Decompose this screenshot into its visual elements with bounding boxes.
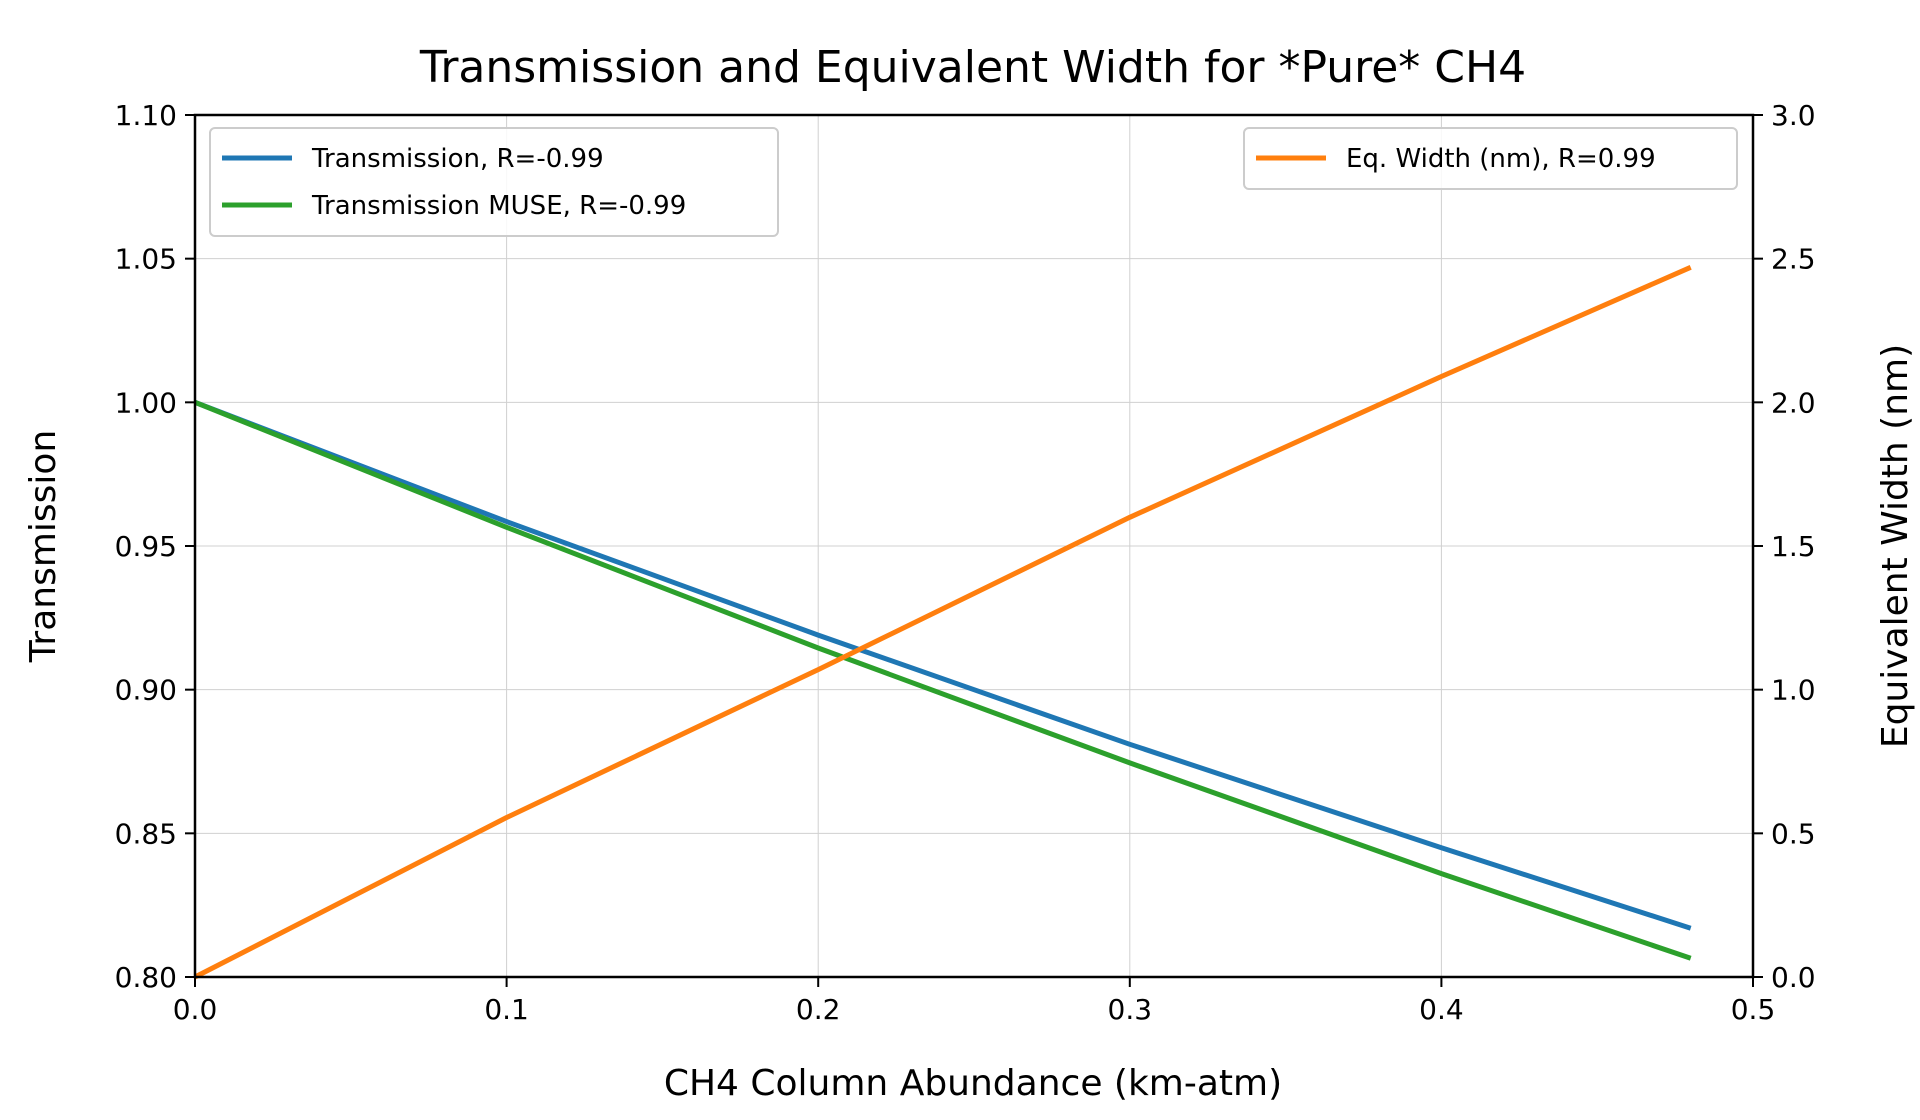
x-tick-label: 0.2 — [796, 993, 841, 1026]
legend-right: Eq. Width (nm), R=0.99 — [1243, 127, 1738, 190]
y2-tick-label: 1.5 — [1771, 530, 1816, 563]
y2-tick-label: 3.0 — [1771, 99, 1816, 132]
x-tick-label: 0.5 — [1731, 993, 1776, 1026]
legend-box — [1243, 127, 1738, 190]
series-lines — [193, 265, 1692, 980]
series-line-1 — [194, 399, 1692, 961]
y2-tick-label: 2.5 — [1771, 243, 1816, 276]
legend-label: Transmission, R=-0.99 — [311, 144, 604, 174]
y2-axis-label: Equivalent Width (nm) — [1875, 344, 1916, 748]
y-tick-label: 0.85 — [115, 817, 177, 850]
legend-left: Transmission, R=-0.99 Transmission MUSE, … — [209, 127, 779, 237]
y2-tick-label: 0.5 — [1771, 817, 1816, 850]
y-tick-label: 0.90 — [115, 674, 177, 707]
grid — [194, 114, 1754, 978]
y2-tick-label: 1.0 — [1771, 674, 1816, 707]
y2-tick-label: 2.0 — [1771, 386, 1816, 419]
series-line-0 — [194, 399, 1692, 931]
x-tick-label: 0.3 — [1108, 993, 1153, 1026]
axis-ticks: 0.0 0.1 0.2 0.3 0.4 0.5 0.80 0.85 0.90 0.95 1.00 1.… — [115, 99, 1816, 1026]
y-axis-label: Transmission — [23, 430, 64, 664]
legend-box — [209, 127, 779, 237]
series-line-2 — [193, 265, 1692, 980]
y-tick-label: 0.80 — [115, 961, 177, 994]
y-tick-label: 1.05 — [115, 243, 177, 276]
x-tick-label: 0.0 — [173, 993, 218, 1026]
x-tick-label: 0.1 — [484, 993, 529, 1026]
x-axis-label: CH4 Column Abundance (km-atm) — [664, 1063, 1282, 1104]
y-tick-label: 0.95 — [115, 530, 177, 563]
y2-tick-label: 0.0 — [1771, 961, 1816, 994]
legend-label: Transmission MUSE, R=-0.99 — [311, 191, 686, 221]
y-tick-label: 1.10 — [115, 99, 177, 132]
y-tick-label: 1.00 — [115, 386, 177, 419]
x-tick-label: 0.4 — [1419, 993, 1464, 1026]
legend-label: Eq. Width (nm), R=0.99 — [1346, 144, 1656, 174]
chart-title: Transmission and Equivalent Width for *P… — [419, 42, 1526, 93]
